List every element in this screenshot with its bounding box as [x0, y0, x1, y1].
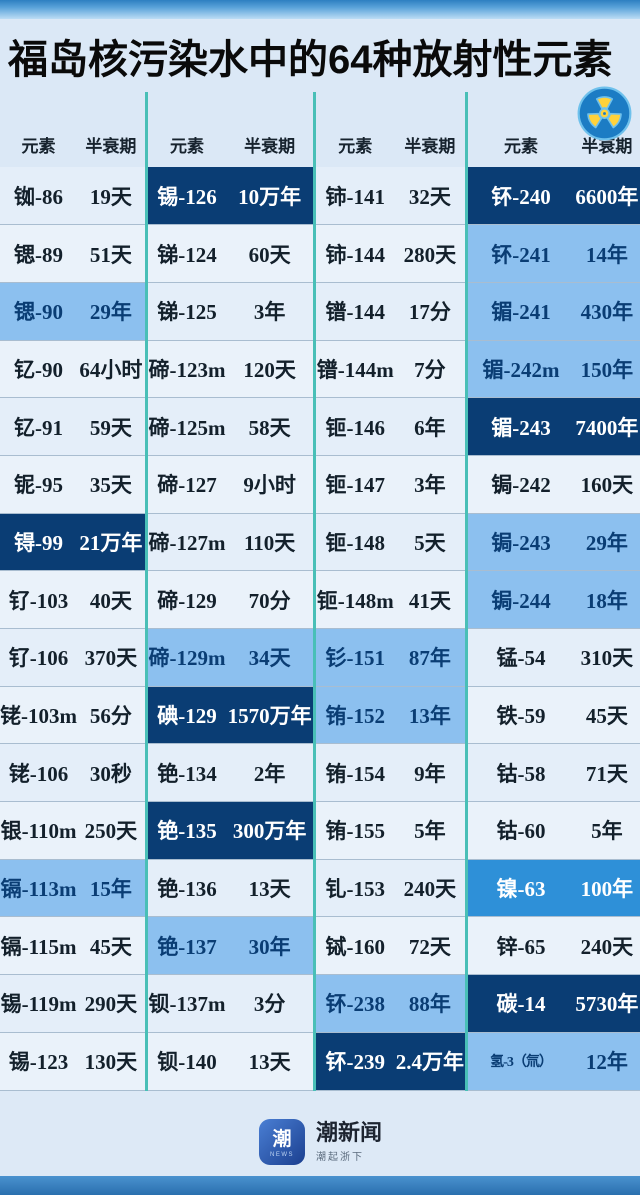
svg-text:NEWS: NEWS	[270, 1152, 294, 1158]
svg-text:潮: 潮	[272, 1128, 291, 1150]
